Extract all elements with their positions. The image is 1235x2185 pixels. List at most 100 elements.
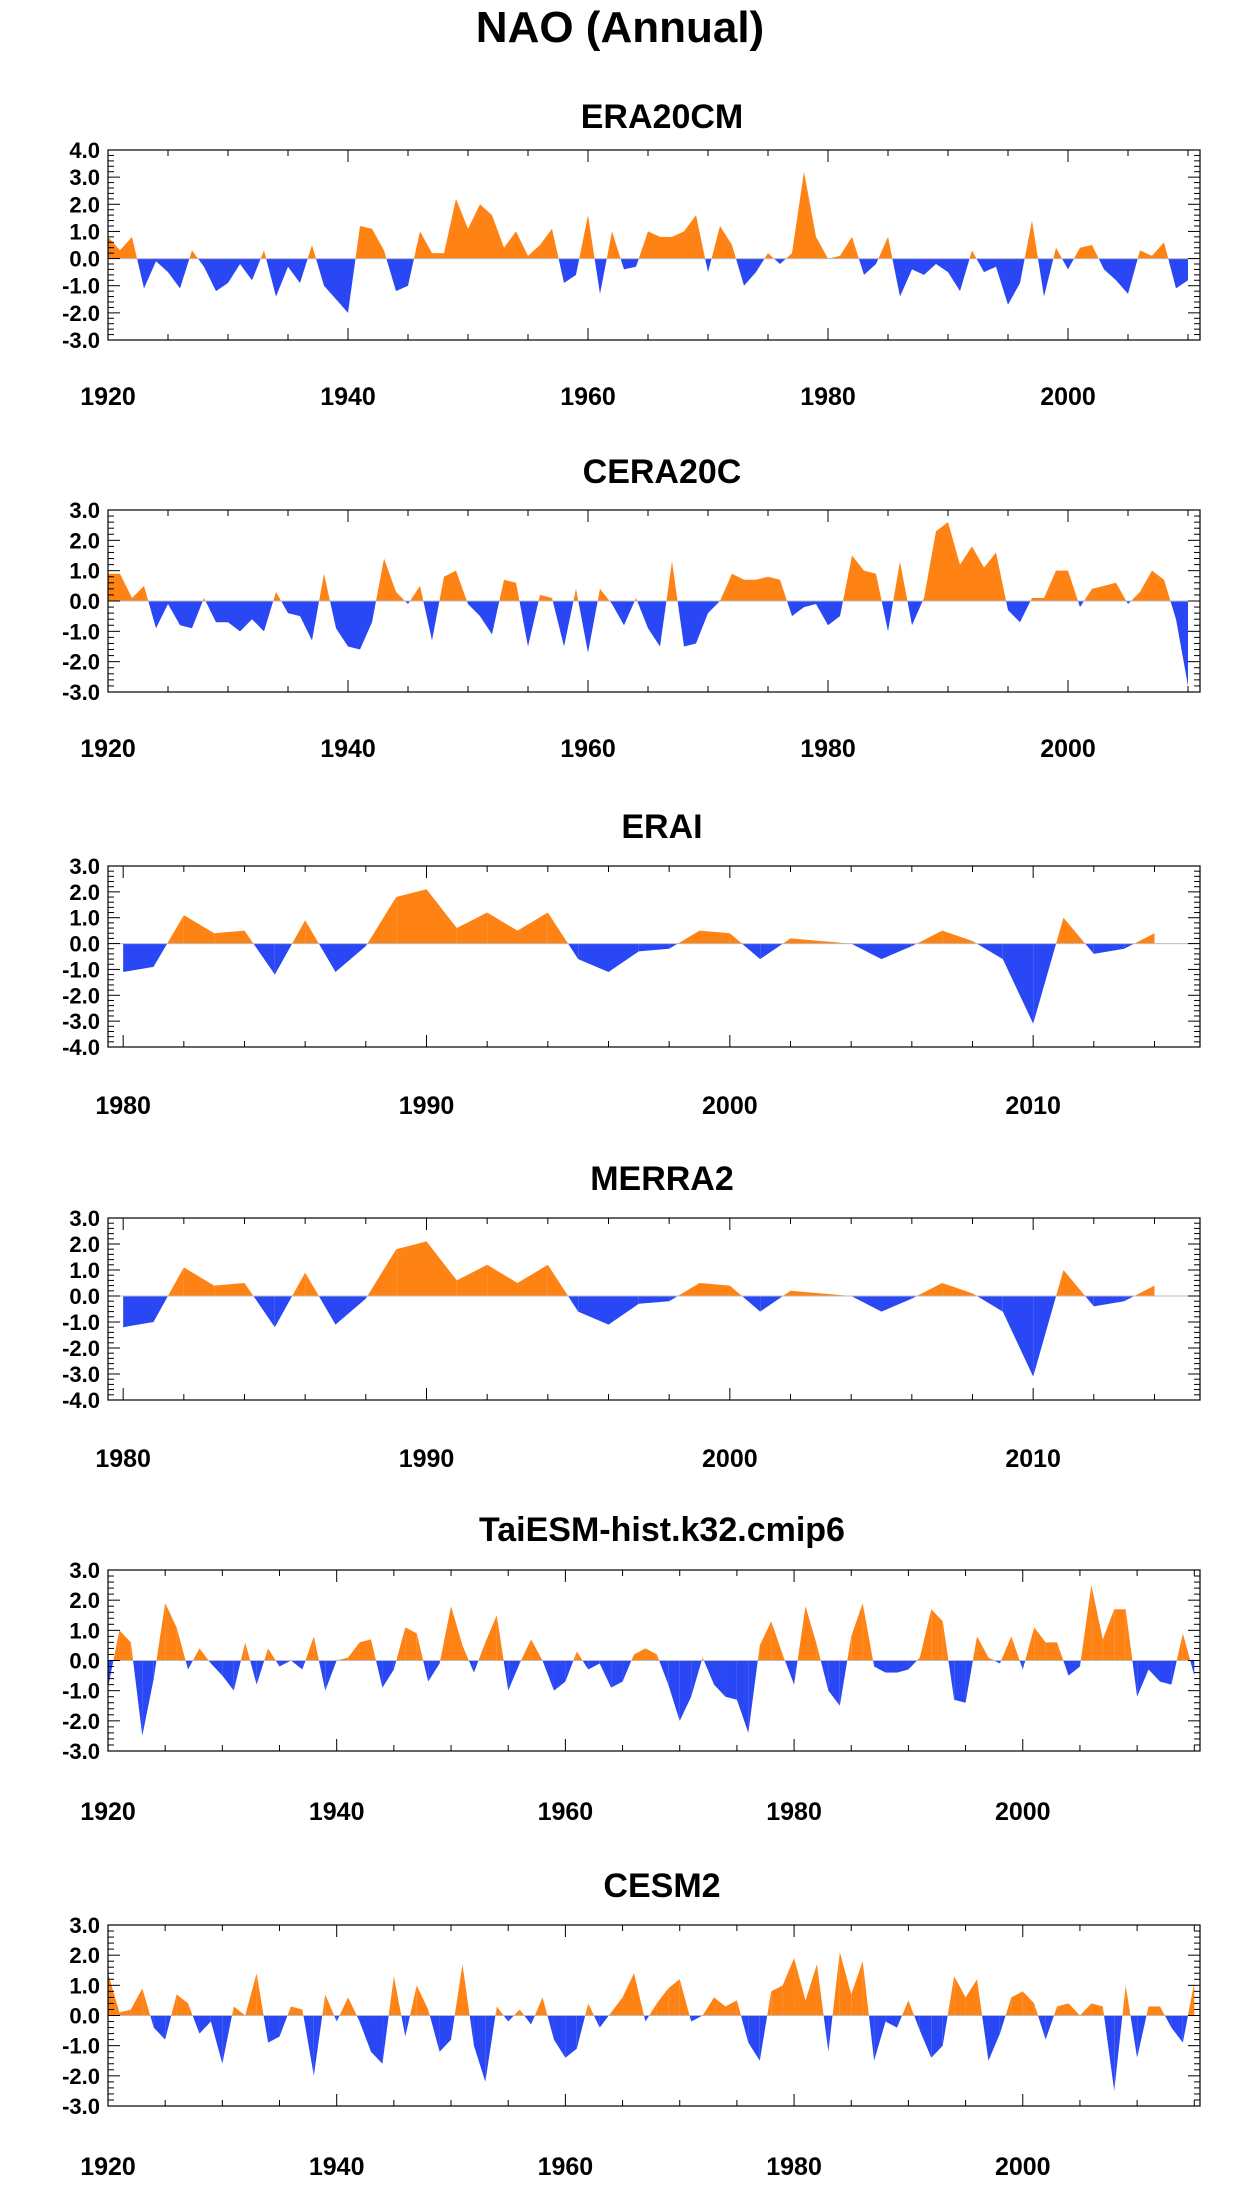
area-segment-positive [600,588,610,601]
area-segment-negative [1038,258,1044,297]
area-segment-positive [167,915,184,944]
area-segment-positive [276,591,282,601]
y-tick-label: 0.0 [69,1284,100,1309]
area-segment-positive [660,236,672,259]
area-segment-positive [922,597,924,601]
area-segment-negative [1078,601,1080,608]
area-segment-negative [568,943,579,960]
area-segment-negative [994,1660,1000,1664]
area-segment-negative [480,601,492,635]
area-segment-negative [222,2015,232,2064]
area-segment-positive [1011,1636,1020,1661]
area-segment-positive [972,250,977,259]
area-segment-positive [1080,245,1092,259]
area-segment-negative [912,258,924,275]
x-tick-label: 1990 [399,1445,455,1473]
area-segment-negative [705,258,708,273]
area-segment-negative [168,601,180,626]
area-segment-negative [1176,601,1188,686]
x-tick-label: 1980 [95,1092,151,1120]
area-segment-positive [426,889,457,944]
area-segment-negative [405,601,408,605]
y-tick-label: 2.0 [69,1943,100,1968]
area-segment-positive [729,933,742,944]
area-segment-negative [253,943,275,975]
area-segment-positive [947,1976,955,2016]
area-segment-positive [478,1642,486,1661]
area-segment-negative [741,943,761,960]
area-segment-negative [599,2015,609,2028]
area-segment-positive [759,1621,772,1661]
area-segment-negative [669,1296,678,1302]
area-segment-positive [1011,1991,1023,2016]
area-segment-positive [416,1633,424,1661]
plot-frame [107,1217,1201,1401]
area-segment-negative [868,2015,875,2061]
area-segment-negative [153,1296,168,1322]
area-segment-positive [244,930,254,944]
area-segment-positive [794,1958,806,2016]
area-segment-negative [150,2015,154,2028]
area-segment-positive [1092,245,1099,259]
area-segment-positive [245,1642,251,1661]
area-segment-positive [852,236,859,259]
area-segment-negative [336,601,348,647]
area-segment-negative [302,1660,306,1670]
x-tick-label: 1980 [800,383,856,411]
area-segment-negative [553,1660,566,1691]
area-segment-negative [133,1660,143,1736]
area-segment-positive [144,585,149,601]
area-segment-negative [1114,2015,1123,2091]
panel-title: TaiESM-hist.k32.cmip6 [479,1511,845,1549]
area-segment-positive [496,2006,504,2016]
area-segment-negative [611,1660,623,1688]
area-segment-positive [732,245,736,259]
y-tick-label: 3.0 [69,165,100,190]
area-segment-positive [456,570,467,601]
area-segment-positive [576,588,579,601]
area-segment-positive [622,1973,634,2016]
area-segment-negative [1045,2015,1054,2040]
area-segment-negative [1128,601,1131,605]
area-segment-positive [916,1657,920,1661]
area-segment-negative [156,258,168,273]
area-segment-positive [1091,1585,1103,1661]
y-tick-label: -2.0 [62,2064,100,2089]
x-tick-label: 1940 [320,735,376,763]
area-segment-positive [1146,2006,1149,2016]
area-segment-negative [468,601,480,617]
area-segment-negative [881,601,888,632]
area-segment-negative [252,258,261,281]
area-segment-negative [142,1660,154,1736]
area-segment-positive [1057,1642,1064,1661]
area-segment-positive [588,2003,594,2016]
area-segment-positive [972,1636,978,1661]
area-segment-positive [805,1964,817,2016]
panel-title: MERRA2 [590,1160,734,1198]
area-segment-negative [1159,1660,1172,1685]
area-segment-positive [1053,2006,1058,2016]
area-segment-negative [1170,601,1176,620]
area-segment-negative [756,258,765,273]
area-segment-positive [504,579,516,601]
area-segment-negative [564,601,574,647]
area-segment-positive [540,228,552,259]
x-tick-label: 2000 [995,1798,1051,1826]
area-segment-positive [797,1606,806,1661]
area-segment-negative [1126,601,1128,605]
area-segment-positive [1091,2003,1103,2016]
area-segment-negative [165,2015,172,2040]
area-segment-negative [528,601,539,647]
area-segment-negative [1130,2015,1138,2058]
area-segment-positive [414,231,420,259]
area-segment-positive [942,930,973,944]
area-segment-positive [542,1997,548,2016]
area-segment-positive [1034,1627,1046,1661]
area-segment-negative [885,1660,897,1673]
area-segment-positive [439,576,444,601]
area-segment-positive [852,555,864,601]
area-segment-positive [428,2009,430,2016]
area-segment-positive [432,253,444,259]
area-segment-negative [365,943,368,947]
area-segment-negative [636,258,639,267]
